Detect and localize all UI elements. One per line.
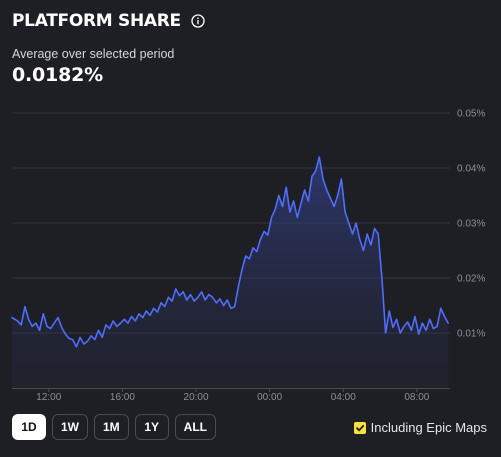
series-line xyxy=(11,156,449,348)
series-area xyxy=(12,157,449,388)
average-value: 0.0182% xyxy=(12,64,103,86)
time-range-controls: 1D 1W 1M 1Y ALL xyxy=(12,414,216,440)
x-tick-label: 08:00 xyxy=(404,392,429,400)
range-button-1d[interactable]: 1D xyxy=(12,414,46,440)
range-button-1m[interactable]: 1M xyxy=(94,414,129,440)
x-tick-label: 04:00 xyxy=(331,392,356,400)
y-tick-label: 0.04% xyxy=(457,164,485,175)
x-tick-label: 16:00 xyxy=(110,392,135,400)
y-tick-label: 0.05% xyxy=(457,109,485,120)
panel-title: PLATFORM SHARE xyxy=(12,11,181,31)
platform-share-chart: 0.01% 0.02% 0.03% 0.04% 0.05% 12:00 16:00 20:00… xyxy=(11,109,485,400)
header: PLATFORM SHARE xyxy=(12,9,205,33)
range-button-all[interactable]: ALL xyxy=(174,414,216,440)
range-button-1y[interactable]: 1Y xyxy=(134,414,169,440)
y-tick-label: 0.01% xyxy=(457,329,485,340)
info-circle-icon[interactable] xyxy=(191,14,205,28)
average-label: Average over selected period xyxy=(12,47,175,61)
x-tick-label: 20:00 xyxy=(184,392,209,400)
checkbox-checked-icon[interactable] xyxy=(353,421,366,434)
toggle-label: Including Epic Maps xyxy=(370,420,487,435)
range-button-1w[interactable]: 1W xyxy=(52,414,88,440)
including-epic-maps-toggle[interactable]: Including Epic Maps xyxy=(353,420,487,435)
x-tick-label: 00:00 xyxy=(257,392,282,400)
y-tick-label: 0.03% xyxy=(457,219,485,230)
x-tick-label: 12:00 xyxy=(36,392,61,400)
y-tick-label: 0.02% xyxy=(457,274,485,285)
